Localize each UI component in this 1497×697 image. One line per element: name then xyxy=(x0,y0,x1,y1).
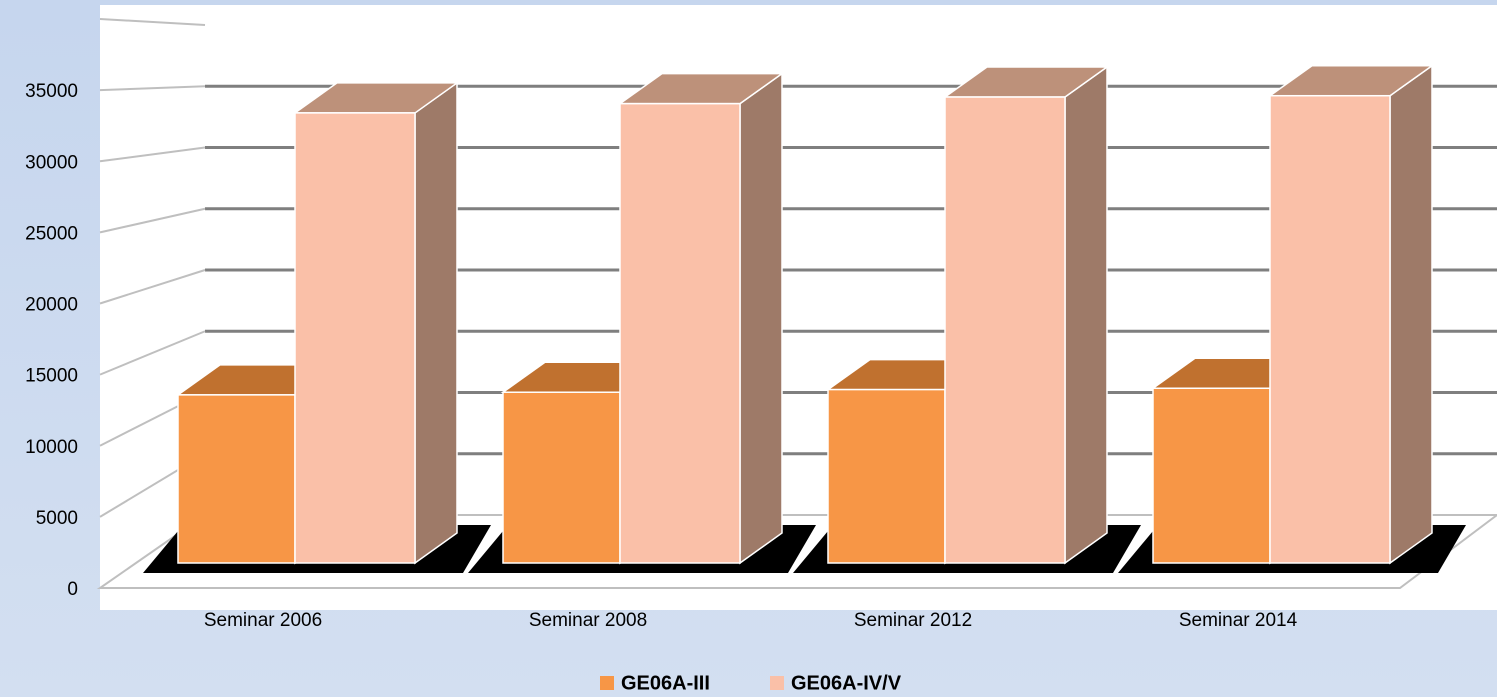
y-tick-label: 15000 xyxy=(25,366,78,387)
grid-line xyxy=(99,269,206,305)
y-tick-label: 35000 xyxy=(25,81,78,102)
x-tick-label: Seminar 2006 xyxy=(204,610,322,631)
bar xyxy=(177,394,296,564)
grid-line xyxy=(99,85,206,92)
bar xyxy=(944,96,1066,564)
y-tick-label: 0 xyxy=(67,579,78,600)
bar-side xyxy=(739,72,783,565)
wall-edge xyxy=(99,18,206,26)
bar-side xyxy=(1064,65,1108,565)
legend-label: GE06A-III xyxy=(621,672,710,694)
bar-side xyxy=(1389,64,1433,565)
bar xyxy=(1269,94,1391,564)
bar xyxy=(827,388,946,564)
y-tick-label: 25000 xyxy=(25,223,78,244)
grid-line xyxy=(99,330,206,376)
bar xyxy=(294,112,416,564)
legend-label: GE06A-IV/V xyxy=(791,672,902,694)
grid-line xyxy=(99,146,206,163)
bar-side xyxy=(414,81,458,565)
y-tick-label: 10000 xyxy=(25,437,78,458)
x-tick-label: Seminar 2008 xyxy=(529,610,647,631)
y-tick-label: 5000 xyxy=(36,508,78,529)
legend-swatch xyxy=(770,676,784,690)
x-tick-label: Seminar 2014 xyxy=(1179,610,1298,631)
bar xyxy=(619,102,741,564)
bar xyxy=(1152,387,1271,564)
legend-swatch xyxy=(600,676,614,690)
y-tick-label: 30000 xyxy=(25,152,78,173)
y-tick-label: 20000 xyxy=(25,295,78,316)
bar xyxy=(502,391,621,564)
grid-line xyxy=(99,207,206,234)
x-tick-label: Seminar 2012 xyxy=(854,610,972,631)
